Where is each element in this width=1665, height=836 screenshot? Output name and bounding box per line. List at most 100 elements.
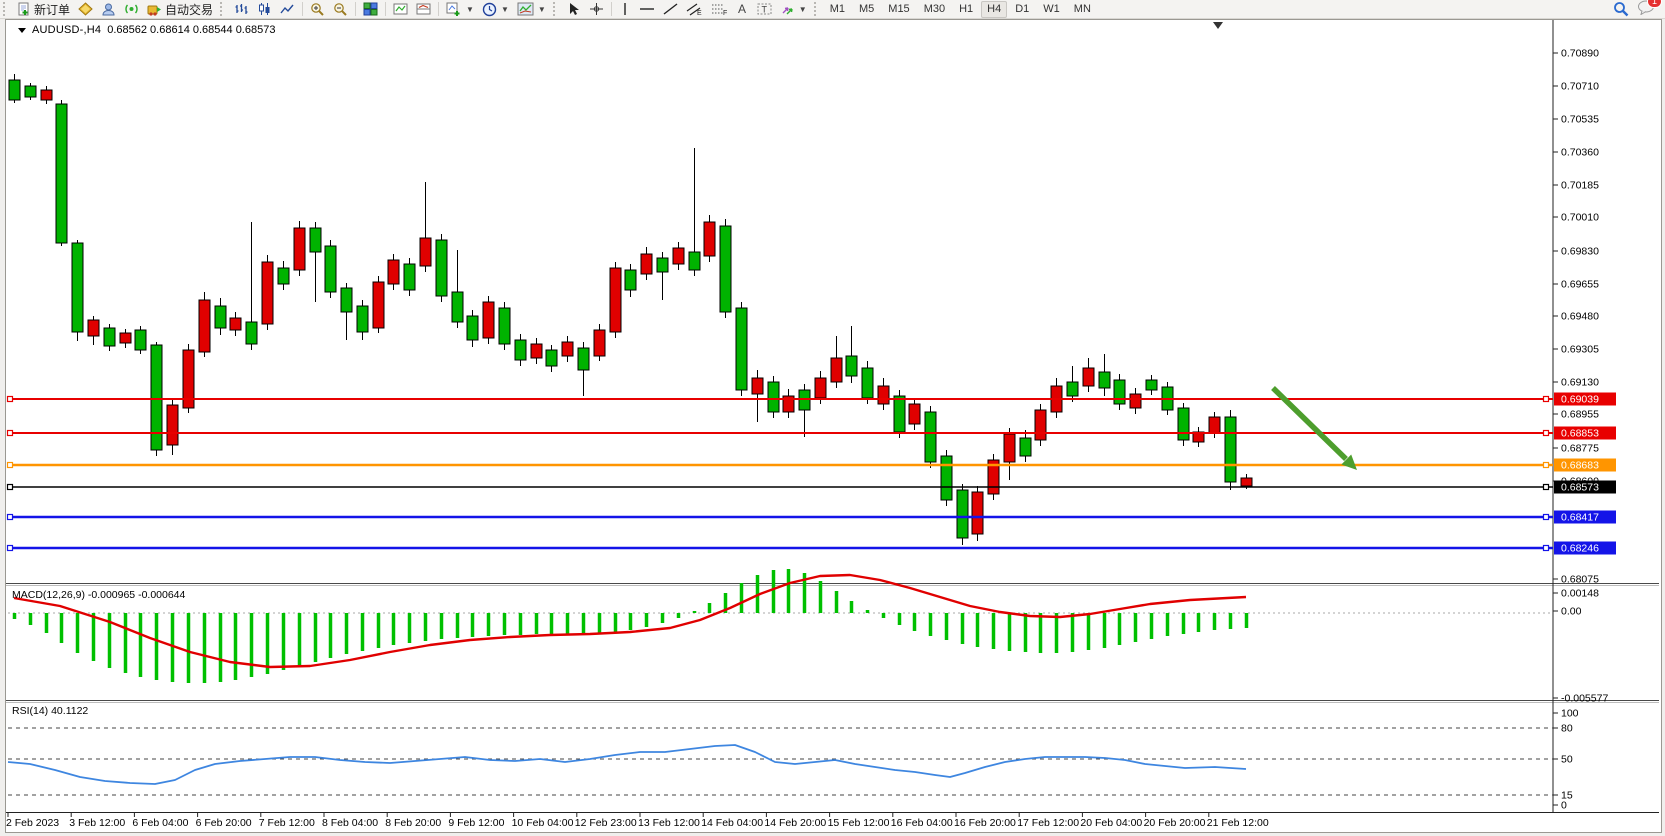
price-tick-label: 0.70010 xyxy=(1561,212,1599,224)
toolbar-group-handle[interactable] xyxy=(552,2,560,16)
horizontal-line-tool-button[interactable] xyxy=(635,0,659,18)
time-tick-label: 8 Feb 20:00 xyxy=(385,817,441,829)
new-order-label: 新订单 xyxy=(34,2,71,17)
price-line-label: 0.69039 xyxy=(1561,394,1599,406)
bar-chart-type-button[interactable] xyxy=(230,0,253,18)
candle-body xyxy=(277,267,290,285)
candle-body xyxy=(166,404,179,446)
candle-body xyxy=(324,245,337,293)
line-anchor-handle[interactable] xyxy=(6,483,14,491)
new-order-button[interactable]: 新订单 xyxy=(13,0,74,18)
trendline-icon xyxy=(663,3,678,15)
candle-body xyxy=(451,291,464,323)
chart-symbol-row[interactable]: AUDUSD-,H4 0.68562 0.68614 0.68544 0.685… xyxy=(18,24,275,36)
text-tool-button[interactable]: A xyxy=(732,0,753,18)
line-anchor-handle[interactable] xyxy=(6,395,14,403)
line-anchor-handle[interactable] xyxy=(1542,395,1550,403)
price-line-label-box xyxy=(1554,480,1616,494)
auto-trading-button[interactable]: 自动交易 xyxy=(143,0,217,18)
periods-button[interactable]: ▼ xyxy=(478,0,513,18)
candle-body xyxy=(1066,381,1079,397)
signals-button[interactable] xyxy=(120,0,143,18)
time-tick-label: 16 Feb 20:00 xyxy=(954,817,1016,829)
timeframe-button-m5[interactable]: M5 xyxy=(859,3,875,15)
timeframe-button-m15[interactable]: M15 xyxy=(888,3,910,15)
candle-body xyxy=(119,332,132,344)
cursor-tool-button[interactable] xyxy=(563,0,585,18)
timeframe-button-m1[interactable]: M1 xyxy=(829,3,845,15)
candle-body xyxy=(182,349,195,409)
macd-label: MACD(12,26,9) -0.000965 -0.000644 xyxy=(12,589,186,601)
candle-body xyxy=(530,343,543,359)
zoom-out-button[interactable] xyxy=(329,0,352,18)
search-icon[interactable] xyxy=(1613,1,1629,17)
price-tick-label: 0.70535 xyxy=(1561,114,1599,126)
line-anchor-handle[interactable] xyxy=(6,544,14,552)
line-anchor-handle[interactable] xyxy=(1542,429,1550,437)
zoom-in-button[interactable] xyxy=(306,0,329,18)
line-anchor-handle[interactable] xyxy=(6,429,14,437)
line-anchor-handle[interactable] xyxy=(6,461,14,469)
text-label-icon: T xyxy=(757,3,772,15)
arrows-tool-button[interactable]: ▼ xyxy=(776,0,811,18)
trendline-tool-button[interactable] xyxy=(659,0,682,18)
fibonacci-tool-button[interactable]: F xyxy=(707,0,732,18)
data-window-button[interactable] xyxy=(389,0,412,18)
template-icon xyxy=(517,2,534,16)
equidistant-channel-tool-button[interactable]: E xyxy=(682,0,707,18)
tile-windows-button[interactable] xyxy=(359,0,382,18)
time-tick-label: 8 Feb 04:00 xyxy=(322,817,378,829)
candle-body xyxy=(577,347,590,371)
strategy-tester-button[interactable] xyxy=(412,0,435,18)
candle-body xyxy=(1082,367,1095,387)
price-line-label: 0.68683 xyxy=(1561,460,1599,472)
trend-arrow-head[interactable] xyxy=(1341,454,1357,471)
templates-button[interactable]: ▼ xyxy=(513,0,550,18)
time-tick-label: 12 Feb 23:00 xyxy=(575,817,637,829)
vertical-line-icon xyxy=(624,3,626,15)
line-anchor-handle[interactable] xyxy=(1542,513,1550,521)
timeframe-button-h1[interactable]: H1 xyxy=(959,3,974,15)
line-anchor-handle[interactable] xyxy=(1542,483,1550,491)
time-tick-label: 15 Feb 12:00 xyxy=(828,817,890,829)
candlestick-type-button[interactable] xyxy=(253,0,276,18)
timeframe-button-m30[interactable]: M30 xyxy=(923,3,946,15)
vertical-line-tool-button[interactable] xyxy=(615,0,635,18)
timeframe-button-mn[interactable]: MN xyxy=(1073,3,1091,15)
candle-body xyxy=(1208,416,1221,434)
candle-body xyxy=(751,377,764,395)
trend-arrow-annotation[interactable] xyxy=(1271,386,1348,461)
charts-button[interactable] xyxy=(74,0,97,18)
add-indicator-button[interactable]: ▼ xyxy=(442,0,478,18)
notifications-button[interactable]: 1 xyxy=(1637,0,1662,18)
time-tick-label: 14 Feb 20:00 xyxy=(764,817,826,829)
market-watch-button[interactable] xyxy=(97,0,120,18)
price-tick-label: 0.68775 xyxy=(1561,443,1599,455)
rsi-tick-label: 100 xyxy=(1561,708,1579,720)
timeframe-button-h4[interactable]: H4 xyxy=(981,0,1008,18)
svg-text:A: A xyxy=(738,2,746,16)
crosshair-tool-button[interactable] xyxy=(585,0,608,18)
line-anchor-handle[interactable] xyxy=(1542,544,1550,552)
arrows-icon xyxy=(782,7,793,15)
candle-body xyxy=(1177,407,1190,441)
toolbar-group-handle[interactable] xyxy=(813,2,821,16)
fibonacci-icon: F xyxy=(711,4,727,16)
candle-body xyxy=(387,259,400,285)
candle-body xyxy=(545,349,558,367)
text-label-tool-button[interactable]: T xyxy=(753,0,776,18)
price-line-label: 0.68853 xyxy=(1561,428,1599,440)
time-tick-label: 21 Feb 12:00 xyxy=(1207,817,1269,829)
candle-body xyxy=(198,299,211,353)
line-chart-type-button[interactable] xyxy=(276,0,299,18)
candle-body xyxy=(134,329,147,351)
toolbar-drag-handle[interactable] xyxy=(3,2,10,16)
macd-signal-line xyxy=(13,573,1247,669)
timeframe-button-d1[interactable]: D1 xyxy=(1015,3,1030,15)
candle-body xyxy=(1129,393,1142,409)
line-anchor-handle[interactable] xyxy=(1542,461,1550,469)
timeframe-button-w1[interactable]: W1 xyxy=(1043,3,1060,15)
line-anchor-handle[interactable] xyxy=(6,513,14,521)
toolbar-group-handle[interactable] xyxy=(220,2,227,16)
